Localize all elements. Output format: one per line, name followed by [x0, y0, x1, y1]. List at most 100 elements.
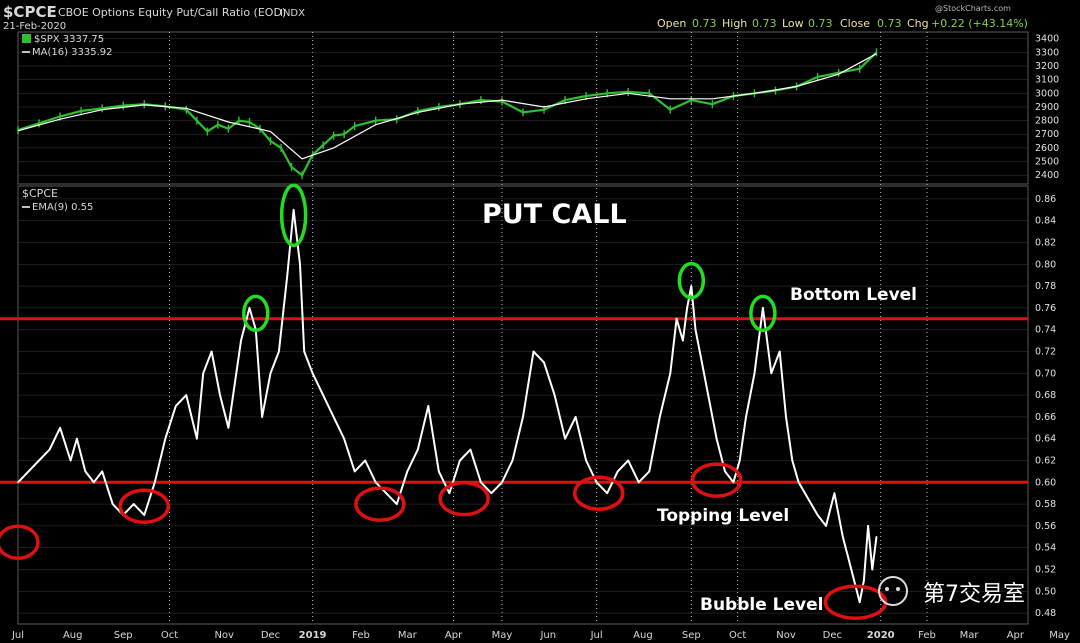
grid-layer	[18, 32, 1028, 624]
ratio-point	[17, 481, 19, 484]
ratio-point	[574, 416, 577, 418]
ratio-point	[606, 492, 608, 495]
ratio-point	[448, 492, 451, 495]
xtick-label: Mar	[960, 630, 980, 641]
peak-highlight-circle	[677, 261, 706, 300]
bottom-ytick-label: 0.68	[1035, 390, 1056, 401]
ratio-point	[715, 437, 718, 440]
ratio-point	[564, 437, 566, 440]
ratio-point	[648, 470, 651, 473]
ratio-point	[701, 361, 703, 364]
bottom-ytick-label: 0.62	[1035, 456, 1056, 467]
top-ytick-label: 3400	[1035, 34, 1059, 45]
ratio-point	[785, 416, 787, 418]
bottom-legend: $CPCE EMA(9) 0.55	[22, 187, 93, 213]
peak-highlight-circle	[242, 294, 270, 333]
badge-text: 第7交易室	[923, 582, 1025, 607]
ratio-point	[501, 481, 503, 484]
ratio-point	[627, 459, 630, 462]
top-ytick-label: 2800	[1035, 116, 1059, 127]
ratio-point	[595, 481, 598, 484]
xtick-label: Dec	[823, 630, 842, 641]
bottom-ytick-label: 0.70	[1035, 368, 1056, 379]
ratio-point	[219, 394, 221, 396]
xtick-label: Jun	[539, 630, 556, 641]
ratio-point	[278, 350, 280, 353]
bottom-ytick-label: 0.48	[1035, 608, 1056, 619]
spx-price-line	[17, 51, 878, 177]
xtick-label: Jul	[11, 630, 24, 641]
ratio-point	[707, 394, 709, 396]
ratio-point	[175, 405, 177, 407]
trough-highlight-circle	[690, 462, 743, 498]
ratio-point	[38, 459, 40, 462]
top-ytick-label: 2400	[1035, 170, 1059, 181]
high-label: High	[722, 17, 747, 30]
bottom-symbol-label: $CPCE	[22, 187, 58, 200]
chg-label: Chg	[907, 17, 929, 30]
chat-eye-icon	[896, 587, 900, 591]
xtick-label: Apr	[1007, 630, 1025, 641]
bubble-level-label: Bubble Level	[700, 595, 823, 615]
ratio-point	[84, 470, 87, 473]
ratio-point	[791, 459, 794, 462]
topping-level-label: Topping Level	[657, 506, 789, 526]
ratio-point	[311, 372, 314, 375]
ratio-point	[753, 372, 756, 375]
ratio-point	[248, 307, 251, 309]
ratio-point	[690, 285, 693, 287]
ratio-point	[804, 492, 806, 495]
ratio-point	[522, 416, 524, 418]
ratio-point	[353, 470, 356, 473]
xtick-label: Feb	[918, 630, 936, 641]
bottom-panel	[0, 183, 1028, 620]
ratio-point	[490, 492, 493, 495]
ratio-point	[76, 437, 78, 440]
chat-bubble-icon	[878, 576, 908, 606]
ratio-point	[196, 437, 198, 440]
xtick-label: May	[492, 630, 513, 641]
ratio-point	[210, 350, 213, 353]
bottom-ytick-label: 0.84	[1035, 216, 1056, 227]
ratio-point	[27, 470, 30, 473]
bottom-ytick-label: 0.78	[1035, 281, 1056, 292]
ratio-point	[269, 372, 272, 375]
ratio-point	[227, 427, 230, 429]
ratio-point	[69, 459, 72, 462]
xtick-label: Mar	[398, 630, 418, 641]
trough-highlight-circle	[573, 475, 625, 511]
spx-legend-label: $SPX 3337.75	[34, 34, 104, 45]
ratio-point	[511, 459, 514, 462]
top-ytick-label: 3200	[1035, 61, 1059, 72]
xtick-label: Oct	[161, 630, 178, 641]
peak-highlight-circle	[279, 183, 308, 247]
peak-highlight-circle	[749, 294, 777, 333]
xtick-label: Jul	[590, 630, 603, 641]
bottom-ytick-label: 0.52	[1035, 565, 1056, 576]
ratio-point	[810, 503, 813, 505]
ratio-point	[778, 350, 781, 353]
top-panel-frame	[17, 31, 1029, 185]
xtick-label: Apr	[445, 630, 463, 641]
ratio-point	[871, 568, 874, 571]
ratio-point	[427, 405, 430, 407]
ratio-point	[762, 307, 764, 309]
chart-date: 21-Feb-2020	[3, 21, 66, 32]
ratio-point	[59, 427, 61, 429]
ratio-point	[616, 470, 619, 473]
bottom-panel-frame	[17, 185, 1029, 625]
xtick-label: Sep	[114, 630, 133, 641]
bottom-ytick-label: 0.66	[1035, 412, 1056, 423]
low-value: 0.73	[808, 17, 833, 30]
ratio-point	[732, 481, 735, 484]
put-call-ratio-line	[17, 208, 878, 604]
bottom-ytick-label: 0.86	[1035, 194, 1056, 205]
ratio-point	[867, 525, 869, 527]
trough-highlight-circle	[354, 486, 406, 522]
xtick-label: May	[1049, 630, 1070, 641]
ratio-point	[480, 481, 482, 484]
bottom-ytick-label: 0.56	[1035, 521, 1056, 532]
ratio-point	[143, 514, 146, 516]
axis-layer: 2400 2500 2600 2700 2800 2900 3000 3100 3200 3300…	[11, 34, 1070, 641]
ratio-point	[261, 416, 263, 418]
